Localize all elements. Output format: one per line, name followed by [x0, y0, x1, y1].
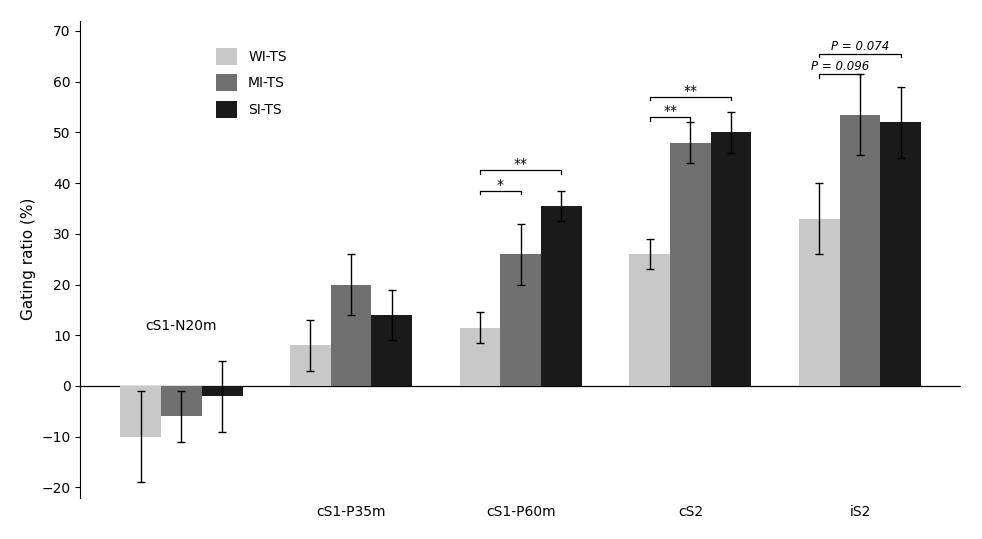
- Text: **: **: [663, 104, 677, 118]
- Text: cS1-P35m: cS1-P35m: [316, 505, 386, 519]
- Bar: [460, 328, 501, 386]
- Bar: [541, 206, 582, 386]
- Bar: [881, 122, 921, 386]
- Bar: [670, 142, 711, 386]
- Bar: [331, 285, 371, 386]
- Text: cS2: cS2: [678, 505, 703, 519]
- Bar: [121, 386, 161, 437]
- Text: P = 0.096: P = 0.096: [810, 60, 869, 73]
- Text: *: *: [497, 178, 504, 192]
- Bar: [840, 115, 881, 386]
- Text: P = 0.074: P = 0.074: [831, 40, 889, 53]
- Text: iS2: iS2: [849, 505, 871, 519]
- Bar: [501, 254, 541, 386]
- Bar: [629, 254, 670, 386]
- Y-axis label: Gating ratio (%): Gating ratio (%): [21, 198, 35, 320]
- Bar: [161, 386, 202, 417]
- Legend: WI-TS, MI-TS, SI-TS: WI-TS, MI-TS, SI-TS: [210, 42, 293, 123]
- Bar: [711, 133, 751, 386]
- Bar: [290, 345, 331, 386]
- Text: cS1-P60m: cS1-P60m: [486, 505, 556, 519]
- Text: **: **: [683, 84, 697, 98]
- Bar: [371, 315, 412, 386]
- Bar: [799, 219, 840, 386]
- Bar: [202, 386, 243, 396]
- Text: **: **: [514, 157, 527, 171]
- Text: cS1-N20m: cS1-N20m: [145, 319, 217, 333]
